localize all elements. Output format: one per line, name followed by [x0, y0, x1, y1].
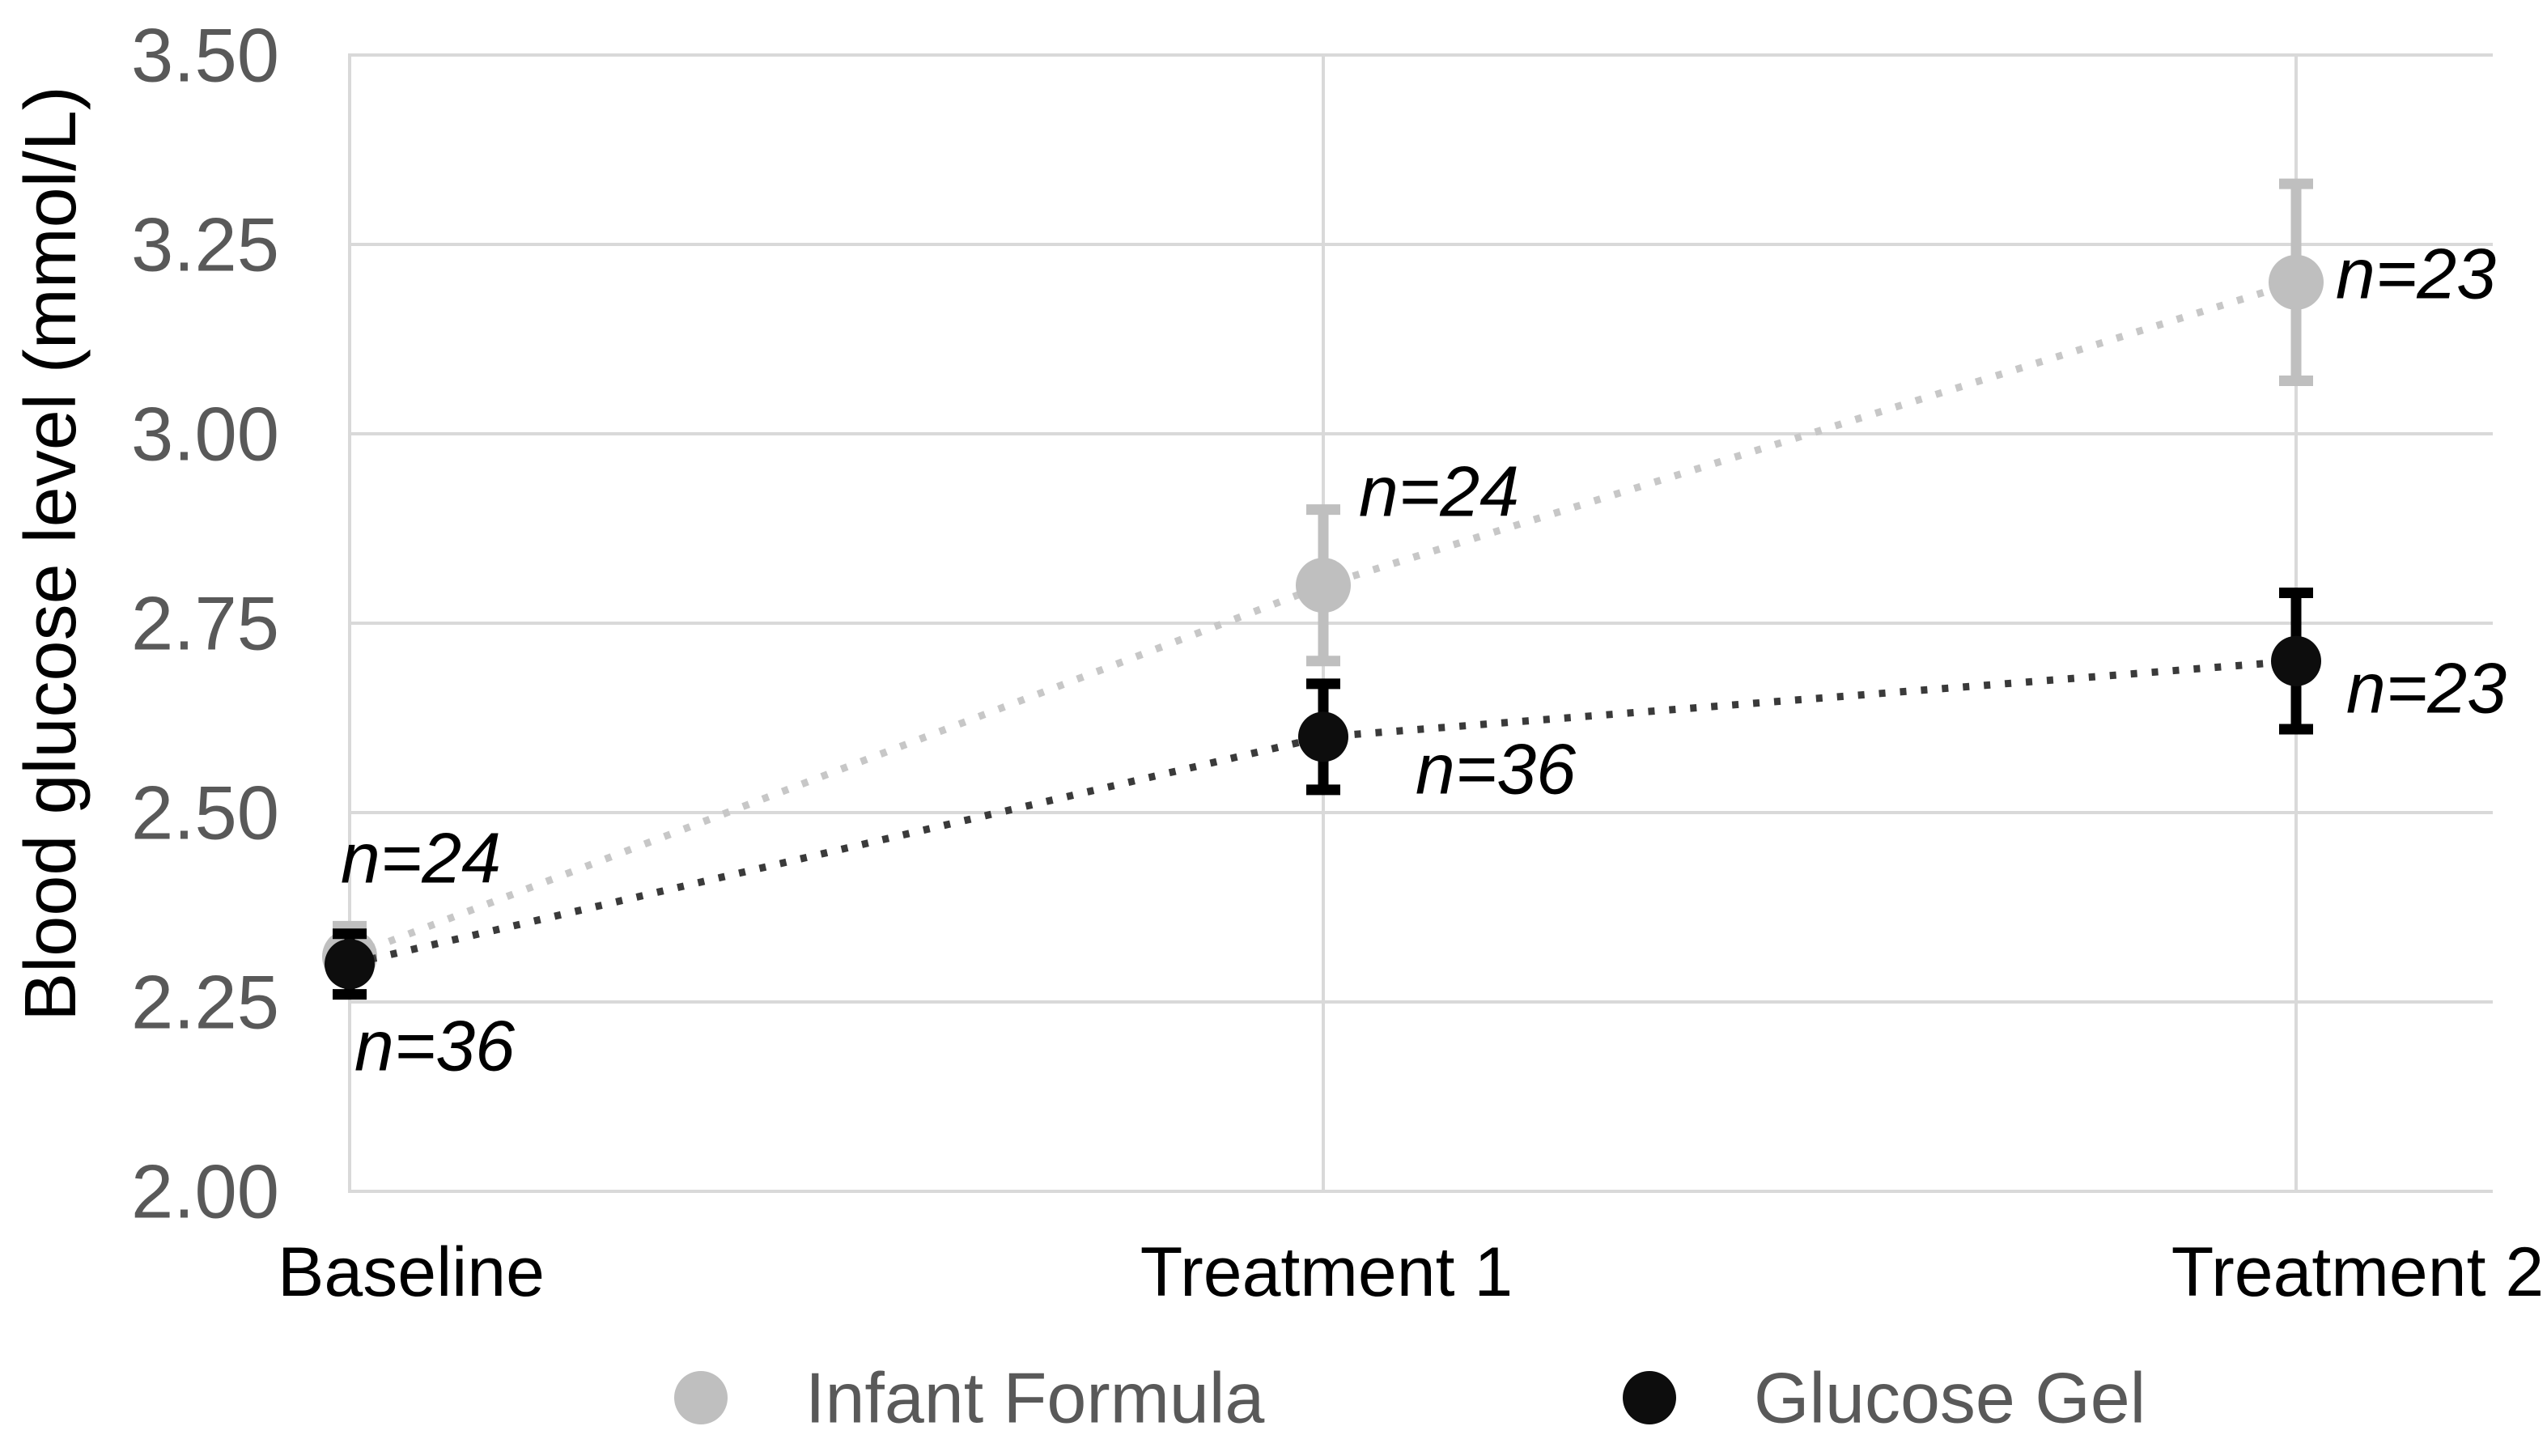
legend-label-infant-formula: Infant Formula: [805, 1358, 1264, 1438]
marker-infant-formula-treatment-2: [2269, 254, 2324, 310]
series-glucose-gel: n=36 n=36 n=23: [325, 588, 2507, 1086]
y-tick-label-3.00: 3.00: [131, 392, 279, 477]
n-label-infant-formula-treatment-1: n=24: [1359, 452, 1519, 532]
n-label-glucose-gel-treatment-1: n=36: [1416, 729, 1576, 809]
x-tick-label-baseline: Baseline: [278, 1233, 545, 1311]
y-tick-label-3.25: 3.25: [131, 202, 279, 287]
legend: Infant Formula Glucose Gel: [674, 1358, 2146, 1438]
y-axis-title: Blood glucose level (mmol/L): [11, 86, 91, 1021]
x-tick-label-treatment-2: Treatment 2: [2171, 1233, 2544, 1311]
marker-glucose-gel-treatment-1: [1298, 711, 1348, 762]
y-tick-label-2.25: 2.25: [131, 960, 279, 1045]
marker-glucose-gel-baseline: [325, 939, 375, 990]
n-label-glucose-gel-treatment-2: n=23: [2346, 648, 2507, 728]
n-label-infant-formula-treatment-2: n=23: [2336, 234, 2496, 314]
legend-marker-glucose-gel-icon: [1623, 1371, 1676, 1424]
n-label-infant-formula-baseline: n=24: [341, 818, 501, 898]
marker-glucose-gel-treatment-2: [2271, 635, 2321, 686]
legend-marker-infant-formula-icon: [674, 1371, 728, 1424]
y-tick-label-2.75: 2.75: [131, 581, 279, 666]
marker-infant-formula-treatment-1: [1296, 558, 1351, 613]
legend-label-glucose-gel: Glucose Gel: [1754, 1358, 2146, 1438]
y-tick-label-2.00: 2.00: [131, 1149, 279, 1234]
n-label-glucose-gel-baseline: n=36: [354, 1006, 515, 1086]
y-tick-label-2.50: 2.50: [131, 770, 279, 855]
x-tick-label-treatment-1: Treatment 1: [1140, 1233, 1513, 1311]
y-tick-label-3.50: 3.50: [131, 13, 279, 98]
